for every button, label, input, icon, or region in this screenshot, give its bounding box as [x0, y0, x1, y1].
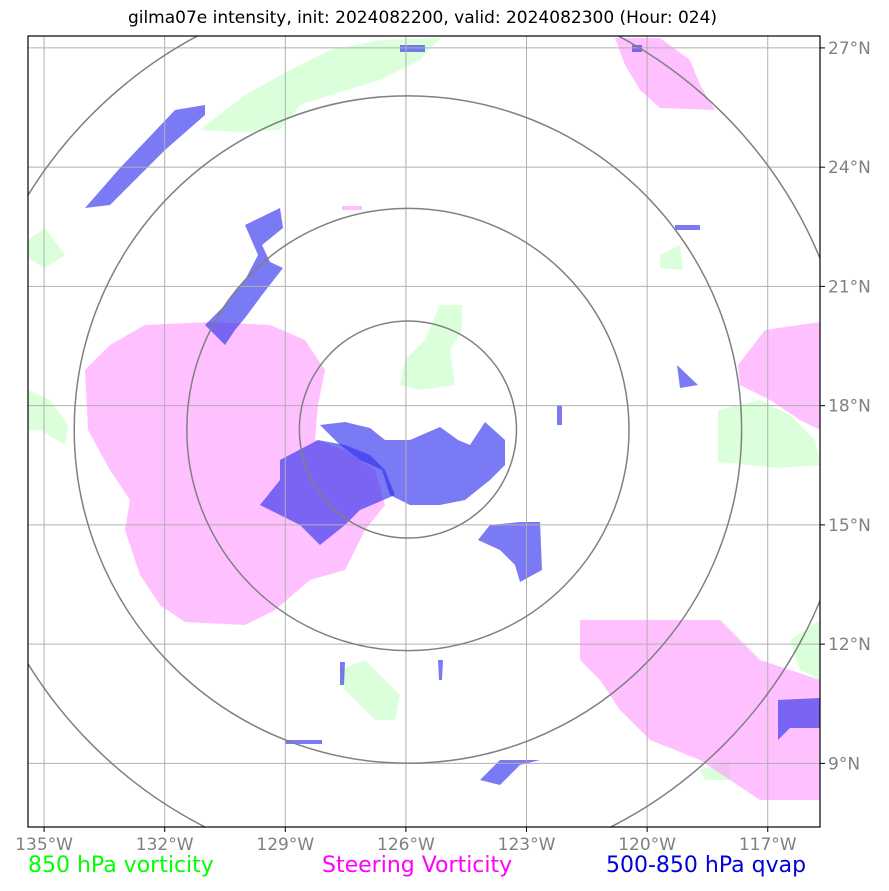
range-rings — [28, 36, 820, 827]
steering-region-east — [738, 322, 820, 430]
lon-tick-label: 120°W — [618, 835, 676, 855]
lon-tick-labels: 135°W 132°W 129°W 126°W 123°W 120°W 117°W — [15, 827, 797, 855]
vort850-region-small — [660, 245, 683, 270]
vort850-region-west — [28, 228, 65, 268]
range-ring — [298, 320, 518, 539]
lat-tick-labels: 27°N 24°N 21°N 18°N 15°N 12°N 9°N — [820, 39, 871, 774]
qvap-region-south — [480, 760, 540, 785]
chart-title: gilma07e intensity, init: 2024082200, va… — [127, 8, 718, 28]
qvap-region-ne-dot — [632, 45, 642, 52]
qvap-layer — [85, 45, 820, 785]
lat-tick-label: 12°N — [828, 635, 871, 655]
graticule — [28, 36, 820, 827]
qvap-region-north-dot — [400, 45, 425, 52]
legend-steering-vorticity: Steering Vorticity — [322, 853, 513, 878]
qvap-region-east2 — [675, 225, 700, 230]
steering-region-main — [85, 322, 385, 625]
lon-tick-label: 132°W — [136, 835, 194, 855]
qvap-region-band — [205, 208, 283, 345]
qvap-region-se — [778, 698, 820, 740]
plot-frame — [27, 35, 821, 828]
steering-region-se — [580, 620, 820, 800]
lat-tick-label: 21°N — [828, 277, 871, 297]
legend-qvap: 500-850 hPa qvap — [606, 853, 807, 878]
lat-tick-label: 18°N — [828, 397, 871, 417]
legend-850-vorticity: 850 hPa vorticity — [28, 853, 214, 878]
vort850-region-se — [790, 620, 820, 680]
qvap-region-nw-streak — [85, 105, 205, 208]
range-ring — [186, 207, 630, 652]
qvap-region-sse — [478, 522, 542, 582]
qvap-region-core-dark — [260, 440, 395, 545]
vort850-region-east — [718, 400, 820, 468]
vort850-region-center — [400, 305, 462, 390]
qvap-region-thin — [557, 405, 562, 425]
lat-tick-label: 24°N — [828, 158, 871, 178]
vort850-region-north — [200, 38, 440, 132]
lon-tick-label: 135°W — [15, 835, 73, 855]
lon-tick-label: 123°W — [498, 835, 556, 855]
steering-vorticity-layer — [85, 38, 820, 800]
lon-tick-label: 126°W — [377, 835, 435, 855]
qvap-region-streak — [340, 662, 345, 685]
lat-tick-label: 27°N — [828, 39, 871, 59]
steering-region-small — [342, 206, 362, 210]
vort850-region-west2 — [28, 390, 68, 445]
lat-tick-label: 15°N — [828, 516, 871, 536]
vort850-region-south — [340, 660, 400, 720]
lon-tick-label: 129°W — [256, 835, 314, 855]
qvap-region-streak2 — [438, 660, 443, 680]
qvap-region-east — [677, 365, 698, 388]
range-ring — [73, 95, 743, 764]
qvap-region-core — [320, 422, 505, 505]
lat-tick-label: 9°N — [828, 754, 860, 774]
steering-region-ne — [615, 38, 715, 110]
lon-tick-label: 117°W — [739, 835, 797, 855]
